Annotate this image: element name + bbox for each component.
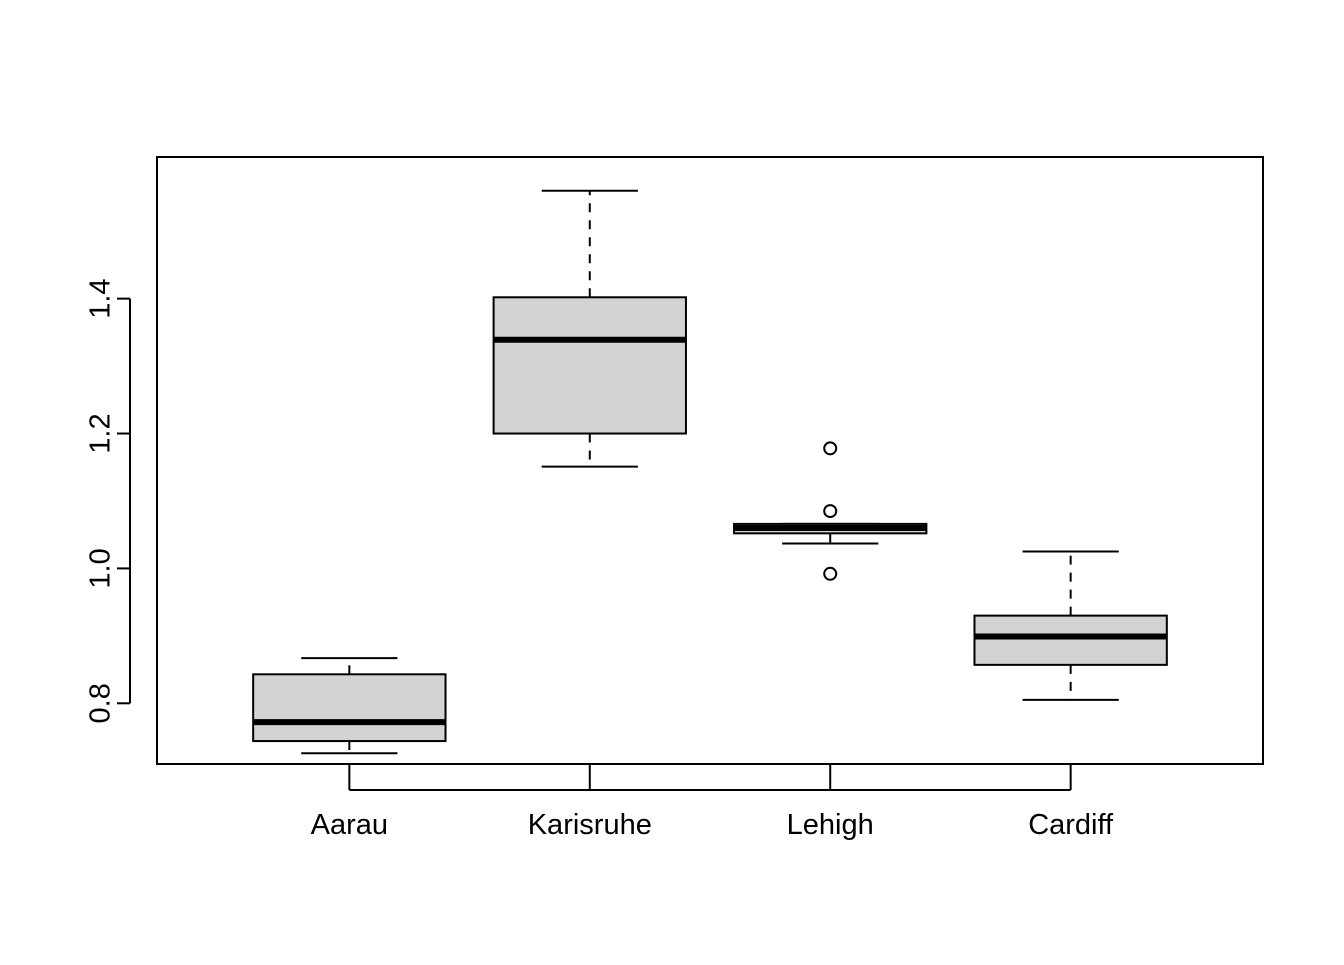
box-iqr: [492, 296, 687, 435]
plot-frame: [156, 156, 1264, 765]
outlier-point: [823, 441, 838, 456]
outlier-point: [823, 504, 838, 519]
box-lehigh: [733, 441, 928, 581]
outlier-point: [823, 566, 838, 581]
x-tick-label: Cardiff: [1028, 809, 1114, 841]
box-cardiff: [973, 550, 1168, 701]
box-karisruhe: [492, 189, 687, 468]
y-tick-label: 0.8: [85, 683, 117, 723]
box-series: [252, 189, 1168, 755]
box-aarau: [252, 657, 447, 755]
y-tick-label: 1.0: [85, 548, 117, 588]
x-tick-label: Aarau: [311, 809, 388, 841]
box-iqr: [973, 614, 1168, 666]
y-tick-label: 1.4: [85, 278, 117, 318]
y-axis: 0.8 1.0 1.2 1.4: [85, 278, 131, 723]
x-tick-label: Lehigh: [787, 809, 874, 841]
y-tick-label: 1.2: [85, 413, 117, 453]
box-iqr: [252, 673, 447, 743]
x-tick-label: Karisruhe: [528, 809, 652, 841]
x-axis: Aarau Karisruhe Lehigh Cardiff: [311, 764, 1114, 841]
